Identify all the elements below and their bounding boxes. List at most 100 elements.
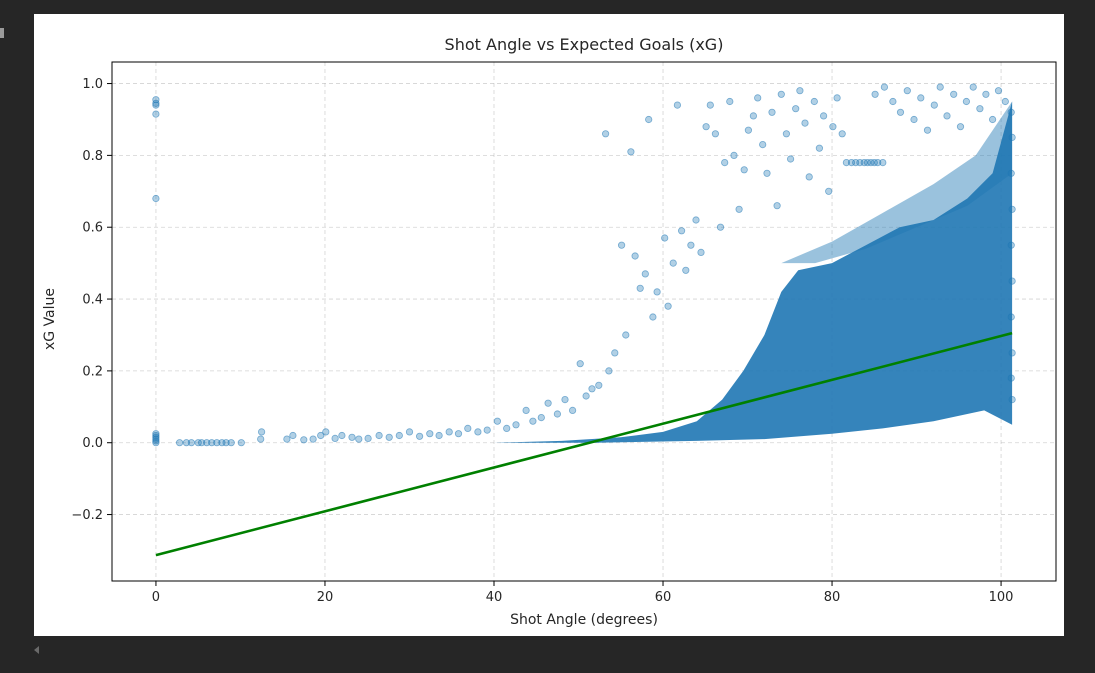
chart-figure: 0 20 40 60 80 100 −0.2 0.0 0.2 0.4 0.6 0.8 1.0 Shot …: [34, 14, 1064, 636]
scatter-point: [405, 428, 414, 436]
scatter-chart: 0 20 40 60 80 100 −0.2 0.0 0.2 0.4 0.6 0.8 1.0 Shot …: [42, 35, 1057, 628]
scatter-point: [1007, 169, 1015, 177]
scatter-point: [903, 87, 911, 95]
scatter-point: [777, 90, 785, 98]
scatter-point: [842, 159, 851, 167]
scatter-point: [300, 436, 308, 444]
scatter-point: [763, 169, 771, 177]
scatter-point: [805, 173, 813, 181]
scatter-point: [152, 99, 160, 107]
scatter-point: [749, 112, 758, 120]
scatter-point: [152, 96, 160, 104]
scatter-point: [152, 110, 160, 118]
scatter-point: [203, 439, 211, 447]
scatter-point: [257, 435, 265, 443]
scatter-point: [664, 302, 672, 310]
scatter-point: [829, 123, 837, 131]
scatter-point: [338, 431, 346, 440]
scatter-points: [152, 83, 1016, 447]
scatter-point: [1008, 277, 1016, 285]
fit-line-layer: [155, 331, 1013, 557]
scatter-point: [910, 115, 918, 124]
scatter-point: [982, 90, 990, 98]
scatter-point: [930, 101, 938, 109]
scatter-point: [833, 94, 841, 102]
scatter-point: [759, 141, 767, 149]
scatter-point: [289, 431, 297, 440]
scatter-point: [208, 439, 216, 447]
scatter-point: [923, 126, 932, 134]
scatter-point: [331, 434, 339, 442]
scatter-point: [636, 284, 644, 292]
scatter-point: [553, 410, 562, 418]
scatter-point: [956, 123, 965, 131]
scatter-point: [730, 151, 738, 159]
scatter-point: [595, 381, 603, 389]
scatter-point: [716, 223, 725, 231]
y-tick-label: 0.0: [82, 436, 103, 451]
scatter-point: [576, 360, 584, 368]
output-indicator-mark: [0, 28, 4, 38]
scatter-point: [721, 159, 729, 167]
scatter-point: [483, 426, 491, 434]
scatter-point: [544, 399, 552, 407]
scatter-point: [988, 115, 997, 124]
scatter-point: [692, 216, 700, 224]
scatter-point: [309, 435, 317, 443]
scatter-point: [896, 108, 905, 116]
scatter-point: [213, 439, 221, 447]
scatter-point: [687, 241, 695, 249]
scatter-point: [605, 367, 613, 375]
scatter-point: [317, 431, 325, 440]
scatter-point: [653, 288, 661, 296]
scatter-point: [187, 439, 195, 447]
scatter-point: [627, 148, 635, 156]
scatter-point: [355, 435, 363, 443]
scatter-point: [283, 435, 291, 443]
scatter-point: [726, 97, 734, 106]
scatter-point: [227, 439, 235, 447]
scatter-point: [237, 439, 245, 447]
scatter-point: [512, 421, 520, 429]
scatter-point: [962, 97, 971, 106]
y-tick-label: 0.8: [82, 149, 103, 164]
trend-line: [155, 331, 1013, 557]
scatter-point: [176, 439, 184, 447]
x-tick-label: 20: [317, 590, 334, 605]
scatter-point: [815, 144, 824, 152]
scatter-point: [697, 248, 705, 256]
scatter-point: [631, 252, 639, 260]
scroll-left-arrow-icon[interactable]: [34, 646, 39, 654]
scatter-point: [537, 413, 545, 422]
scatter-point: [493, 417, 501, 425]
scatter-point: [782, 130, 791, 138]
y-tick-label: −0.2: [71, 508, 103, 523]
scatter-point: [943, 112, 951, 120]
scatter-point: [561, 395, 569, 404]
scatter-point: [364, 434, 372, 442]
scatter-point: [1007, 241, 1015, 249]
scatter-point: [825, 187, 833, 195]
scatter-point: [503, 424, 511, 432]
scatter-point: [435, 431, 443, 440]
scatter-point: [936, 83, 944, 91]
scatter-point: [529, 417, 537, 425]
scatter-point: [1007, 374, 1015, 382]
scatter-point: [222, 439, 230, 447]
scatter-point: [152, 101, 160, 109]
scatter-point: [198, 439, 206, 447]
scatter-point: [702, 123, 710, 131]
scatter-point: [152, 435, 160, 443]
scatter-point: [622, 331, 630, 339]
scatter-point: [182, 439, 190, 447]
scatter-point: [874, 159, 882, 167]
scatter-point: [792, 105, 800, 113]
scatter-point: [1008, 133, 1016, 142]
scatter-point: [601, 130, 610, 138]
scatter-point: [1001, 97, 1009, 106]
y-tick-label: 0.4: [82, 293, 103, 308]
x-tick-label: 0: [152, 590, 160, 605]
grid-lines: [112, 62, 1056, 581]
scatter-point: [152, 437, 160, 445]
scatter-point: [152, 431, 160, 440]
